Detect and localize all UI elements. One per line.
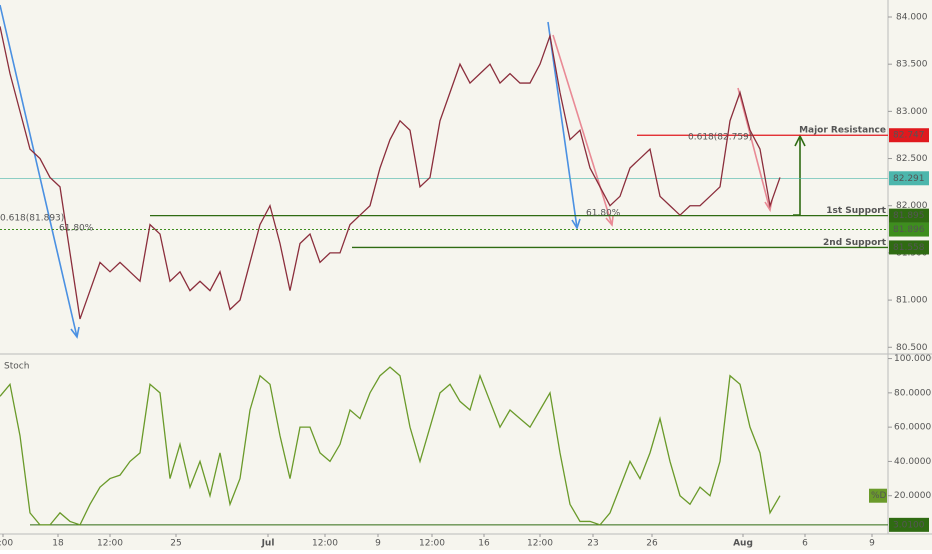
level-box	[889, 222, 929, 237]
stoch-title: Stoch	[4, 362, 29, 372]
y-tick-label: 20.0000	[894, 491, 931, 501]
x-tick-label: 16	[478, 539, 490, 549]
x-tick-label: Jul	[261, 539, 275, 549]
level-value: 81.895	[893, 211, 925, 221]
y-tick-label: 40.0000	[894, 457, 931, 467]
y-tick-label: 82.500	[896, 154, 928, 164]
x-tick-label: Aug	[733, 539, 753, 549]
y-tick-label: 84.000	[896, 12, 928, 22]
level-box	[889, 128, 929, 143]
level-box	[889, 240, 929, 255]
x-tick-label: 6	[802, 539, 808, 549]
annotation: 0.618(81.893)	[0, 214, 64, 224]
last-box	[889, 171, 929, 186]
x-tick-label: 9	[869, 539, 875, 549]
legend-box	[869, 488, 887, 503]
level-name: Major Resistance	[799, 126, 886, 136]
annotation: 61.80%	[59, 224, 94, 234]
x-tick-label: 26	[646, 539, 658, 549]
y-tick-label: 82.000	[896, 201, 928, 211]
y-tick-label: 83.000	[896, 107, 928, 117]
level-box	[889, 208, 929, 223]
last-value: 82.291	[893, 174, 925, 184]
y-tick-label: 83.500	[896, 60, 928, 70]
x-tick-label: 25	[170, 539, 181, 549]
x-tick-label: 12:00	[419, 539, 445, 549]
y-tick-label: 81.000	[896, 296, 928, 306]
x-tick-label: 23	[587, 539, 598, 549]
x-tick-label: 12:00	[527, 539, 553, 549]
x-tick-label: 12:00	[97, 539, 123, 549]
legend-label: %D	[871, 491, 887, 501]
x-tick-label: 9	[375, 539, 381, 549]
level-box	[889, 517, 929, 532]
y-tick-label: 100.0000	[894, 354, 932, 364]
level-value: 81.558	[893, 243, 925, 253]
annotation: 61.80%	[586, 209, 621, 219]
price-line	[0, 26, 781, 320]
x-tick-label: 18	[52, 539, 64, 549]
annotation: 0.618(82.759)	[688, 133, 752, 143]
x-tick-label: 2:00	[0, 539, 13, 549]
stoch-line	[0, 366, 781, 526]
x-tick-label: 12:00	[312, 539, 338, 549]
level-value: 3.0100	[893, 520, 925, 530]
y-tick-label: 80.500	[896, 343, 928, 353]
y-tick-label: 60.0000	[894, 423, 931, 433]
level-name: 2nd Support	[823, 238, 887, 248]
level-value: 81.896	[893, 225, 925, 235]
level-name: 1st Support	[826, 206, 886, 216]
level-value: 82.747	[893, 131, 925, 141]
y-tick-label: 80.0000	[894, 388, 931, 398]
price-pane	[0, 0, 888, 352]
